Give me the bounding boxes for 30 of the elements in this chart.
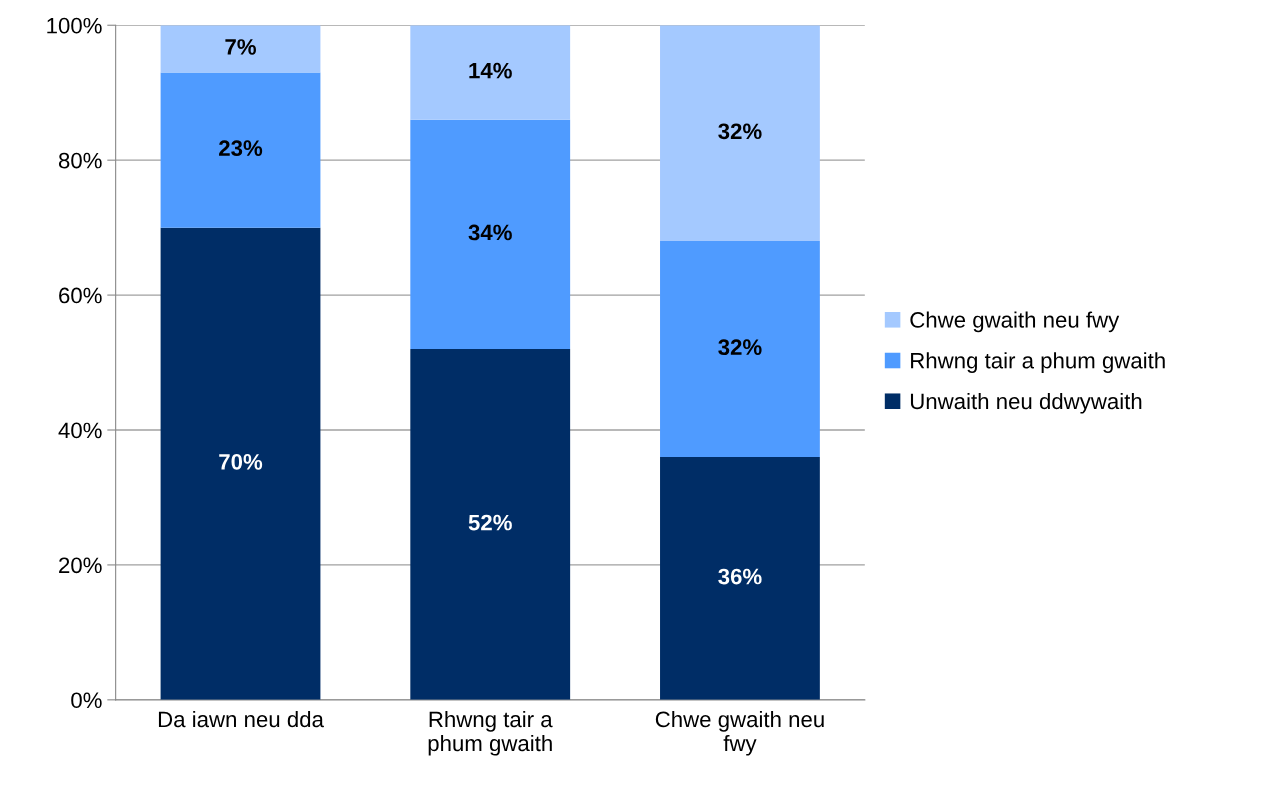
bar	[410, 25, 571, 120]
x-tick-label: Rhwng tair a phum gwaith	[428, 710, 553, 756]
y-tick-label: 20%	[59, 557, 102, 574]
legend-label: Unwaith neu ddwywaith	[910, 392, 1142, 414]
y-tick-label: 100%	[47, 17, 102, 34]
x-tick-label: Chwe gwaith neu fwy	[655, 710, 824, 756]
bar	[410, 119, 571, 350]
y-tick-label: 60%	[59, 287, 102, 304]
bar	[160, 227, 321, 700]
data-label: 52%	[468, 514, 512, 531]
data-label: 70%	[219, 453, 263, 470]
data-label: 14%	[469, 62, 512, 79]
bar	[160, 72, 321, 228]
y-tick-label: 0%	[71, 692, 102, 709]
bar	[660, 241, 820, 457]
bar	[660, 25, 820, 242]
data-label: 34%	[468, 224, 512, 241]
data-label: 32%	[718, 123, 762, 140]
bar	[410, 349, 571, 700]
legend-label: Rhwng tair a phum gwaith	[911, 352, 1165, 373]
data-label: 7%	[225, 39, 256, 55]
data-label: 32%	[718, 339, 762, 356]
data-label: 23%	[219, 140, 263, 157]
legend-label: Chwe gwaith neu fwy	[910, 311, 1120, 333]
data-label: 36%	[718, 568, 762, 585]
bar	[660, 456, 820, 700]
x-tick-label: Da iawn neu dda	[158, 710, 324, 728]
y-tick-label: 80%	[58, 152, 102, 169]
y-tick-label: 40%	[58, 422, 102, 439]
bar	[160, 25, 321, 73]
